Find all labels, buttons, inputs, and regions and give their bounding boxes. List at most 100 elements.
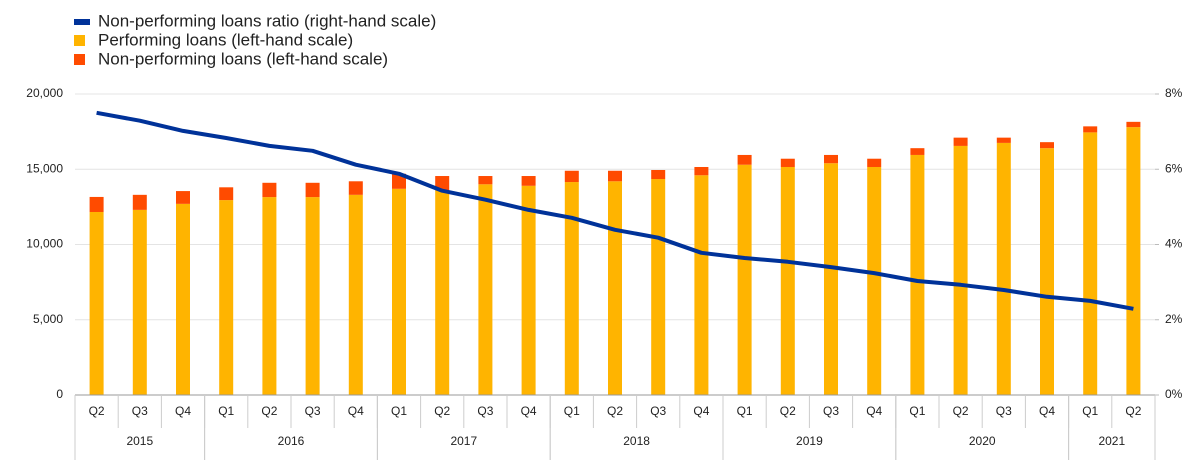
x-tick-label: Q4 <box>348 404 364 418</box>
x-tick-label: Q3 <box>650 404 666 418</box>
legend-label: Performing loans (left-hand scale) <box>98 30 353 49</box>
bar-segment <box>996 142 1011 395</box>
bar-segment <box>737 164 752 395</box>
ratio-line <box>96 110 1134 311</box>
bar-segment <box>521 185 536 395</box>
bar-segment <box>867 158 882 167</box>
y-tick-label: 15,000 <box>26 161 63 175</box>
y2-tick-label: 4% <box>1165 237 1183 251</box>
legend-swatch <box>74 19 90 25</box>
bar-segment <box>996 137 1011 143</box>
bar-segment <box>435 190 450 395</box>
bar-segment <box>910 148 925 155</box>
legend-label: Non-performing loans (left-hand scale) <box>98 49 388 68</box>
bar-segment <box>132 209 147 395</box>
x-tick-label: Q3 <box>996 404 1012 418</box>
year-label: 2017 <box>450 434 477 448</box>
bar-segment <box>219 200 234 395</box>
bar-segment <box>1126 121 1141 128</box>
x-tick-label: Q3 <box>477 404 493 418</box>
bar-segment <box>867 166 882 395</box>
bar-segment <box>521 176 536 186</box>
x-tick-label: Q1 <box>909 404 925 418</box>
bar-segment <box>132 194 147 210</box>
x-tick-label: Q2 <box>953 404 969 418</box>
x-tick-label: Q4 <box>175 404 191 418</box>
x-tick-label: Q3 <box>305 404 321 418</box>
bar-segment <box>435 176 450 191</box>
bar-segment <box>1126 127 1141 396</box>
x-tick-label: Q2 <box>434 404 450 418</box>
bar-segment <box>1083 132 1098 395</box>
legend-swatch <box>74 54 85 65</box>
year-label: 2016 <box>278 434 305 448</box>
x-tick-label: Q1 <box>737 404 753 418</box>
bar-segment <box>564 170 579 183</box>
bar-segment <box>824 163 838 395</box>
bar-segment <box>780 166 795 395</box>
legend-swatch <box>74 35 85 46</box>
x-tick-label: Q4 <box>866 404 882 418</box>
x-tick-label: Q4 <box>693 404 709 418</box>
bar-segment <box>478 176 493 185</box>
year-label: 2019 <box>796 434 823 448</box>
bar-segment <box>824 154 838 164</box>
bar-segment <box>305 182 320 198</box>
bar-segment <box>737 154 752 165</box>
bar-segment <box>651 179 666 395</box>
bar-segment <box>651 170 666 180</box>
bar-segment <box>176 203 190 395</box>
bar-segment <box>89 211 104 395</box>
x-tick-label: Q1 <box>564 404 580 418</box>
bar-segment <box>262 197 277 395</box>
bar-segment <box>608 170 622 182</box>
bar-segment <box>478 184 493 395</box>
bar-segment <box>219 187 234 201</box>
year-label: 2018 <box>623 434 650 448</box>
x-tick-label: Q1 <box>391 404 407 418</box>
bar-segment <box>910 154 925 395</box>
bar-segment <box>89 196 104 212</box>
x-tick-label: Q4 <box>521 404 537 418</box>
bar-segment <box>176 191 190 204</box>
x-tick-label: Q2 <box>1125 404 1141 418</box>
y-tick-label: 10,000 <box>26 237 63 251</box>
x-tick-label: Q4 <box>1039 404 1055 418</box>
x-tick-label: Q2 <box>261 404 277 418</box>
bar-segment <box>694 166 709 176</box>
bar-segment <box>392 173 406 189</box>
bar-segment <box>1040 142 1054 149</box>
y2-tick-label: 2% <box>1165 312 1183 326</box>
x-tick-label: Q1 <box>1082 404 1098 418</box>
x-tick-label: Q3 <box>132 404 148 418</box>
y-tick-label: 0 <box>56 387 63 401</box>
bar-segment <box>305 197 320 395</box>
bar-segment <box>780 158 795 167</box>
y2-tick-label: 8% <box>1165 86 1183 100</box>
bar-segment <box>694 175 709 395</box>
bar-segment <box>348 181 363 195</box>
legend-label: Non-performing loans ratio (right-hand s… <box>98 11 436 30</box>
y-tick-label: 20,000 <box>26 86 63 100</box>
year-label: 2021 <box>1098 434 1125 448</box>
bar-segment <box>564 182 579 395</box>
year-label: 2015 <box>126 434 153 448</box>
x-tick-label: Q2 <box>607 404 623 418</box>
year-label: 2020 <box>969 434 996 448</box>
x-tick-label: Q2 <box>780 404 796 418</box>
bar-segment <box>1083 126 1098 133</box>
y2-tick-label: 6% <box>1165 161 1183 175</box>
x-tick-label: Q1 <box>218 404 234 418</box>
bar-segment <box>953 145 968 395</box>
x-tick-label: Q3 <box>823 404 839 418</box>
bar-segment <box>1040 148 1054 395</box>
bar-segment <box>262 182 277 198</box>
bar-segment <box>392 188 406 395</box>
x-tick-label: Q2 <box>89 404 105 418</box>
bar-segment <box>953 137 968 146</box>
bar-segment <box>348 194 363 395</box>
y2-tick-label: 0% <box>1165 387 1183 401</box>
y-tick-label: 5,000 <box>33 312 63 326</box>
bar-segment <box>608 181 622 395</box>
